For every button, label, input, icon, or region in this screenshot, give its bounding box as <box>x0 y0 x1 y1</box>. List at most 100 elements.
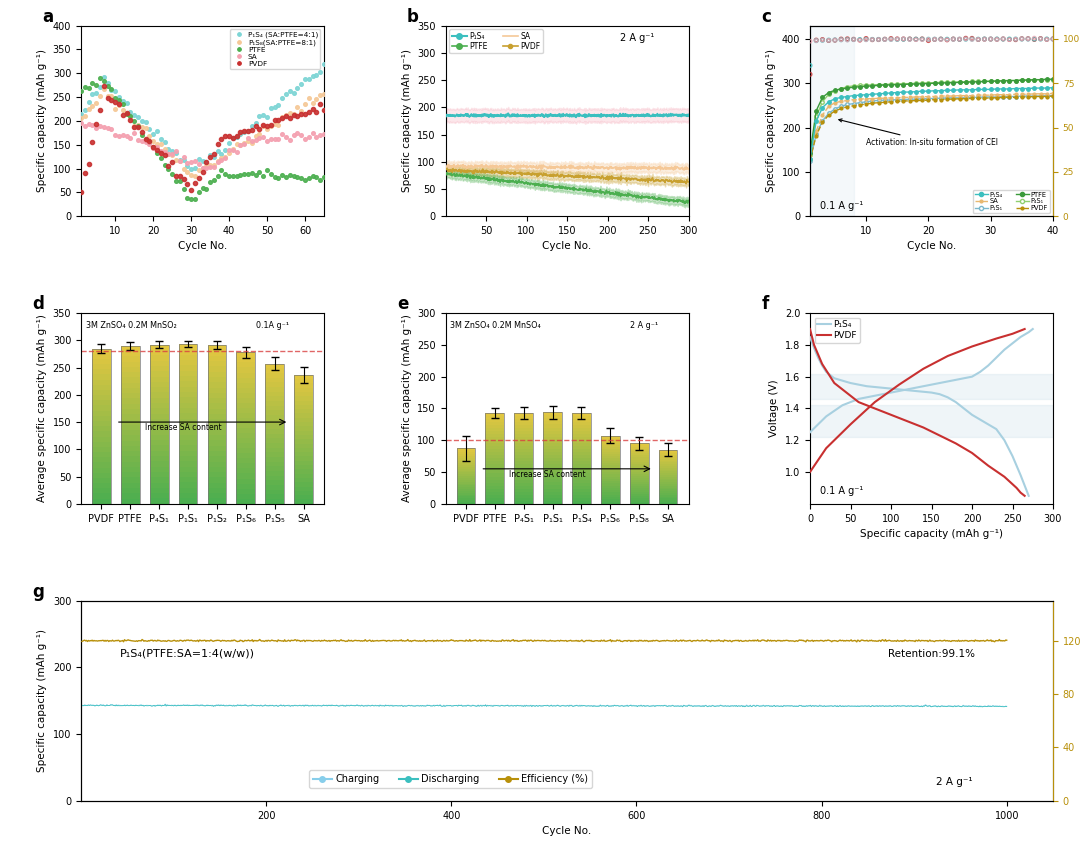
Bar <box>659 453 677 455</box>
Bar <box>266 434 284 439</box>
Legend: P₁S₄, SA, P₁S₁, PTFE, P₄S₁, PVDF: P₁S₄, SA, P₁S₁, PTFE, P₄S₁, PVDF <box>973 189 1050 213</box>
Point <box>920 34 937 48</box>
Point <box>278 170 295 183</box>
Point <box>72 111 90 124</box>
Point <box>118 96 135 110</box>
Bar <box>543 498 562 501</box>
Point <box>901 32 918 46</box>
Point <box>1020 32 1037 46</box>
Bar <box>294 452 313 457</box>
Bar <box>207 482 227 488</box>
Bar <box>121 435 139 440</box>
Point <box>178 156 195 170</box>
Bar <box>659 498 677 500</box>
Bar <box>572 428 591 431</box>
Point <box>80 118 97 131</box>
Point <box>808 34 825 48</box>
P₁S₄ <box>845 378 858 389</box>
Point <box>945 32 962 46</box>
Bar <box>266 383 284 387</box>
Point <box>160 147 177 161</box>
Bar <box>92 463 111 468</box>
Bar <box>150 387 168 393</box>
Bar <box>92 431 111 436</box>
Text: c: c <box>761 8 771 26</box>
Bar <box>294 379 313 383</box>
Bar <box>600 481 620 483</box>
Bar <box>572 413 591 416</box>
Bar <box>514 476 534 480</box>
Point <box>137 115 154 129</box>
Point <box>901 32 918 46</box>
Point <box>258 110 275 124</box>
Bar <box>237 479 255 484</box>
Point <box>1007 33 1024 47</box>
Point <box>156 145 173 158</box>
Point <box>167 170 185 183</box>
Point <box>950 32 968 46</box>
Point <box>1044 32 1062 46</box>
Bar <box>572 468 591 470</box>
Point <box>285 107 302 121</box>
Bar <box>237 469 255 474</box>
Bar <box>266 481 284 485</box>
Point <box>217 152 234 165</box>
Point <box>255 107 272 121</box>
Bar <box>92 348 111 354</box>
Bar <box>659 450 677 452</box>
Bar <box>237 393 255 398</box>
Point <box>148 141 165 154</box>
Y-axis label: Specific capacity (mAh g⁻¹): Specific capacity (mAh g⁻¹) <box>402 49 411 193</box>
Point <box>167 145 185 158</box>
Bar <box>92 458 111 463</box>
Point <box>926 32 943 46</box>
Point <box>288 110 306 124</box>
Bar <box>514 468 534 470</box>
Point <box>140 138 158 152</box>
Bar <box>150 440 168 446</box>
Point <box>995 32 1012 46</box>
Point <box>114 108 132 122</box>
Point <box>145 134 162 147</box>
Point <box>251 127 268 141</box>
Bar <box>485 476 504 480</box>
Point <box>976 32 994 46</box>
Bar <box>237 448 255 453</box>
PVDF <box>966 448 978 458</box>
P₁S₄ <box>998 435 1011 446</box>
Bar <box>514 416 534 419</box>
Point <box>240 135 257 148</box>
Point <box>982 32 999 46</box>
Point <box>839 33 856 47</box>
Point <box>235 137 253 151</box>
Bar <box>600 461 620 463</box>
Y-axis label: Specific capacity (mAh g⁻¹): Specific capacity (mAh g⁻¹) <box>766 49 777 193</box>
Bar <box>266 368 284 373</box>
Bar <box>543 495 562 498</box>
Point <box>920 32 937 46</box>
Point <box>876 32 893 46</box>
Point <box>864 32 881 46</box>
Point <box>194 181 212 195</box>
Point <box>814 32 832 46</box>
Point <box>932 32 949 46</box>
Point <box>308 93 325 106</box>
Bar <box>121 472 139 477</box>
Bar <box>266 466 284 471</box>
Bar <box>150 414 168 419</box>
Bar <box>150 382 168 387</box>
Point <box>194 154 212 168</box>
Text: 0.1 A g⁻¹: 0.1 A g⁻¹ <box>820 200 863 210</box>
Bar <box>543 486 562 488</box>
Bar <box>572 425 591 428</box>
Bar <box>630 446 649 447</box>
Point <box>839 33 856 47</box>
Bar <box>237 453 255 458</box>
Point <box>311 128 328 141</box>
P₁S₄ <box>933 389 946 400</box>
Point <box>932 32 949 46</box>
Bar <box>514 486 534 489</box>
Point <box>273 128 291 141</box>
Point <box>243 166 260 180</box>
Bar <box>121 483 139 488</box>
